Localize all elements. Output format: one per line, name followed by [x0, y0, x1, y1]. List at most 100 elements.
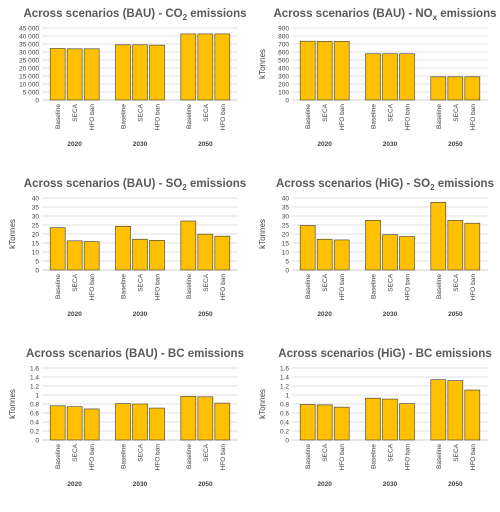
category-label: HFO ban	[220, 274, 227, 301]
chart-title-subscript: 2	[183, 13, 188, 22]
category-label: Baseline	[436, 444, 443, 469]
category-label: Baseline	[55, 104, 62, 129]
bar	[149, 44, 165, 101]
y-tick-label: 30	[32, 214, 40, 221]
category-label: SECA	[453, 443, 460, 461]
category-label: Baseline	[186, 444, 193, 469]
y-tick-label: 20	[282, 232, 290, 239]
bar	[399, 53, 415, 101]
bar	[49, 48, 66, 101]
category-label: SECA	[322, 443, 329, 461]
category-label: Baseline	[186, 104, 193, 129]
category-label: Baseline	[186, 274, 193, 299]
chart-panel-bc-hig: Across scenarios (HiG) - BC emissions 0 0.…	[250, 340, 500, 510]
bar	[316, 238, 333, 271]
category-label: HFO ban	[470, 104, 477, 131]
y-tick-label: 0.6	[280, 411, 289, 418]
group-label: 2020	[317, 311, 332, 318]
category-label: SECA	[453, 273, 460, 291]
bar	[180, 220, 197, 271]
y-tick-label: 900	[278, 26, 289, 33]
category-label: HFO ban	[89, 104, 96, 131]
chart-svg: Across scenarios (BAU) - NOx emissions 01…	[258, 8, 497, 148]
bar	[464, 76, 481, 101]
group-label: 2050	[198, 481, 213, 488]
y-tick-label: 30	[282, 214, 290, 221]
bar	[316, 404, 333, 441]
chart-title-tail: emissions	[437, 8, 496, 20]
category-label: HFO ban	[220, 444, 227, 471]
group-label: 2050	[198, 141, 213, 148]
category-label: SECA	[322, 273, 329, 291]
bar	[214, 402, 231, 441]
bar	[180, 33, 197, 101]
category-label: HFO ban	[405, 444, 412, 471]
y-tick-label: 1.2	[30, 384, 39, 391]
category-label: Baseline	[371, 104, 378, 129]
category-label: SECA	[203, 443, 210, 461]
bar	[83, 241, 100, 271]
chart-title-tail: emissions	[187, 178, 246, 190]
chart-panel-so2-bau: Across scenarios (BAU) - SO2 emissions 0 5…	[0, 170, 250, 340]
bar	[132, 403, 148, 441]
category-label: HFO ban	[339, 274, 346, 301]
bar	[149, 407, 165, 441]
y-tick-label: 30 000	[19, 50, 39, 57]
group-label: 2050	[448, 481, 463, 488]
bar	[399, 403, 415, 441]
y-tick-label: 200	[278, 82, 289, 89]
y-tick-label: 40	[32, 196, 40, 203]
category-label: HFO ban	[339, 444, 346, 471]
y-tick-label: 0.4	[30, 420, 39, 427]
chart-title: Across scenarios (BAU) - BC emissions	[26, 348, 244, 360]
bar	[399, 236, 415, 271]
chart-title: Across scenarios (BAU) - CO2 emissions	[23, 8, 246, 22]
y-tick-label: 20 000	[19, 66, 39, 73]
y-tick-label: 0.6	[30, 411, 39, 418]
y-tick-label: 500	[278, 58, 289, 65]
y-tick-label: 0	[35, 98, 39, 105]
y-tick-label: 25 000	[19, 58, 39, 65]
y-tick-label: 0	[285, 268, 289, 275]
category-label: SECA	[138, 273, 145, 291]
category-label: Baseline	[121, 444, 128, 469]
bar	[83, 408, 100, 441]
y-tick-label: 700	[278, 42, 289, 49]
bar	[66, 240, 83, 271]
category-label: Baseline	[305, 104, 312, 129]
bar	[382, 398, 398, 441]
bar	[132, 44, 148, 101]
category-label: Baseline	[55, 274, 62, 299]
bar	[365, 397, 381, 441]
category-label: HFO ban	[89, 444, 96, 471]
group-label: 2020	[317, 481, 332, 488]
y-tick-label: 25	[282, 223, 290, 230]
bar	[299, 225, 316, 271]
chart-title-tail: emissions	[187, 8, 246, 20]
category-label: Baseline	[436, 104, 443, 129]
bar	[214, 235, 231, 271]
bar	[197, 33, 214, 101]
category-label: Baseline	[371, 274, 378, 299]
y-tick-label: 15 000	[19, 74, 39, 81]
y-tick-label: 35	[32, 205, 40, 212]
chart-svg: Across scenarios (HiG) - SO2 emissions 0 5…	[258, 178, 494, 318]
bar	[333, 41, 350, 101]
bar	[49, 405, 66, 441]
y-tick-label: 0.8	[280, 402, 289, 409]
category-label: Baseline	[436, 274, 443, 299]
bar	[83, 48, 100, 101]
category-label: HFO ban	[89, 274, 96, 301]
y-tick-label: 10	[282, 250, 290, 257]
y-tick-label: 0.2	[30, 429, 39, 436]
y-tick-label: 300	[278, 74, 289, 81]
bar	[299, 404, 316, 441]
chart-title: Across scenarios (BAU) - NOx emissions	[273, 8, 496, 22]
chart-panel-co2-bau: Across scenarios (BAU) - CO2 emissions 0 5…	[0, 0, 250, 170]
chart-title-main: Across scenarios (BAU) - SO	[24, 178, 183, 190]
bar	[115, 403, 131, 441]
y-tick-label: 15	[282, 241, 290, 248]
bar	[430, 202, 447, 271]
bar	[197, 233, 214, 271]
y-tick-label: 0.4	[280, 420, 289, 427]
